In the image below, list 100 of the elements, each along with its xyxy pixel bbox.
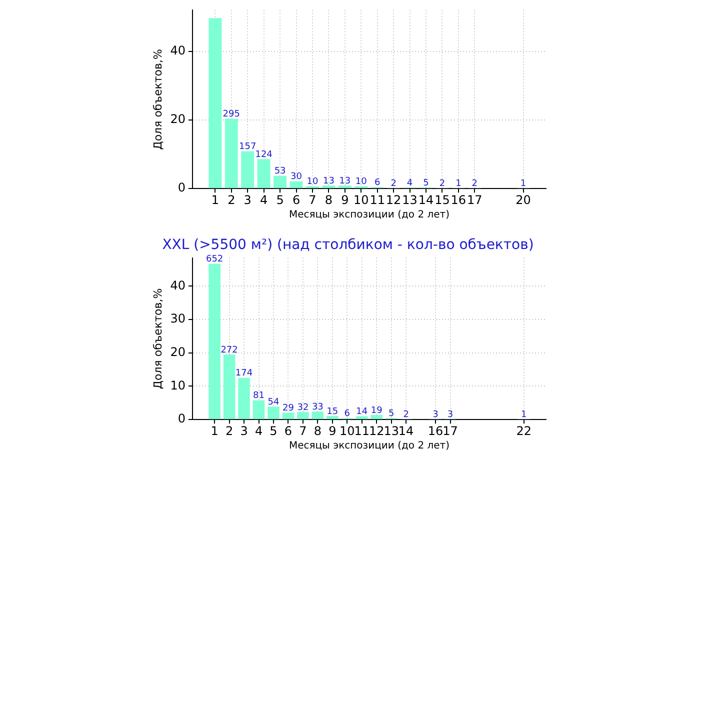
x-tick-label: 11 (354, 424, 370, 438)
annotation: 14 (356, 407, 368, 418)
annotation: 81 (253, 391, 264, 402)
annotation: 19 (370, 406, 383, 416)
annotation: 272 (220, 345, 238, 356)
annotation: 15 (326, 406, 338, 417)
x-tick-label: 1 (210, 424, 218, 438)
x-tick-label: 3 (244, 192, 252, 207)
annotation: 124 (255, 150, 273, 160)
x-tick-label: 1 (211, 192, 219, 207)
y-axis-title: Доля объектов,% (151, 49, 164, 150)
bar (326, 416, 338, 420)
x-tick-label: 6 (284, 424, 292, 438)
annotation: 2 (403, 410, 409, 420)
bar (297, 412, 309, 420)
x-tick-label: 22 (516, 424, 532, 438)
bar (338, 186, 352, 188)
annotation: 2 (390, 179, 396, 190)
annotation: 174 (235, 368, 253, 379)
x-tick-label: 12 (368, 424, 384, 438)
bar (252, 400, 265, 420)
annotation: 157 (239, 142, 256, 152)
x-axis-title: Месяцы экспозиции (до 2 лет) (288, 210, 450, 221)
annotation: 30 (290, 172, 302, 182)
annotation: 652 (206, 254, 224, 265)
bar (282, 412, 294, 420)
annotation: 32 (297, 402, 309, 413)
x-tick-label: 15 (434, 192, 450, 207)
bar (322, 186, 336, 188)
annotation: 13 (339, 176, 351, 186)
annotation: 13 (322, 176, 334, 186)
x-tick-label: 2 (225, 424, 234, 438)
x-tick-label: 5 (276, 192, 284, 207)
annotation: 5 (388, 409, 394, 420)
x-tick-label: 13 (384, 424, 399, 438)
annotation: 1 (520, 179, 526, 190)
annotation: 6 (344, 409, 350, 420)
bar (241, 151, 254, 188)
annotation: 3 (432, 410, 438, 420)
bar (257, 159, 270, 188)
annotation: 2 (439, 179, 446, 190)
x-tick-label: 4 (254, 424, 263, 438)
bar (208, 264, 220, 420)
y-tick-label: 40 (170, 278, 186, 292)
bar (274, 176, 287, 188)
x-tick-label: 10 (353, 192, 369, 207)
annotation: 29 (282, 403, 294, 414)
y-axis-title: Доля объектов,% (151, 288, 164, 390)
y-tick-label: 40 (170, 43, 186, 58)
y-tick-label: 20 (170, 112, 186, 126)
annotation: 54 (268, 397, 280, 408)
x-tick-label: 7 (299, 424, 307, 438)
y-tick-label: 0 (178, 180, 186, 195)
bar (370, 414, 382, 420)
x-tick-label: 7 (308, 192, 316, 207)
x-tick-label: 3 (240, 424, 248, 438)
x-tick-label: 12 (386, 192, 402, 207)
x-tick-label: 9 (328, 424, 336, 438)
bar (208, 18, 222, 188)
x-tick-label: 8 (324, 192, 333, 207)
x-tick-label: 14 (398, 424, 414, 438)
x-tick-label: 16 (450, 192, 466, 207)
annotation: 295 (222, 109, 240, 120)
y-tick-label: 0 (178, 412, 186, 426)
x-tick-label: 17 (467, 192, 482, 207)
x-tick-label: 4 (260, 192, 268, 207)
annotation: 4 (406, 178, 413, 188)
x-tick-label: 5 (270, 424, 278, 438)
y-tick-label: 10 (170, 378, 186, 392)
x-axis-title: Месяцы экспозиции (до 2 лет) (288, 440, 450, 452)
x-tick-label: 16 (428, 424, 444, 438)
x-tick-label: 10 (340, 424, 355, 438)
x-tick-label: 20 (516, 192, 531, 207)
bar (290, 181, 303, 188)
x-tick-label: 14 (418, 192, 434, 207)
annotation: 1 (521, 410, 527, 420)
annotation: 1 (456, 179, 462, 190)
annotation: 5 (423, 178, 429, 188)
annotation: 53 (274, 166, 286, 177)
x-tick-label: 9 (341, 192, 349, 207)
bar (223, 354, 236, 420)
bar (238, 378, 250, 420)
annotation: 10 (306, 177, 318, 188)
x-tick-label: 6 (292, 192, 300, 207)
chart-title: XXL (>5500 м²) (над столбиком - кол-во объектов) (162, 237, 534, 254)
x-tick-label: 2 (228, 192, 236, 207)
bar (356, 416, 368, 420)
x-tick-label: 8 (314, 424, 322, 438)
y-tick-label: 20 (170, 345, 186, 360)
annotation: 33 (312, 402, 324, 412)
annotation: 2 (472, 179, 478, 190)
x-tick-label: 13 (402, 192, 418, 207)
annotation: 6 (374, 178, 380, 188)
annotation: 10 (355, 177, 368, 188)
bar (224, 118, 238, 188)
y-tick-label: 30 (170, 312, 186, 326)
x-tick-label: 17 (442, 424, 458, 438)
bar (312, 412, 324, 420)
x-tick-label: 11 (370, 192, 385, 207)
annotation: 3 (447, 410, 454, 420)
